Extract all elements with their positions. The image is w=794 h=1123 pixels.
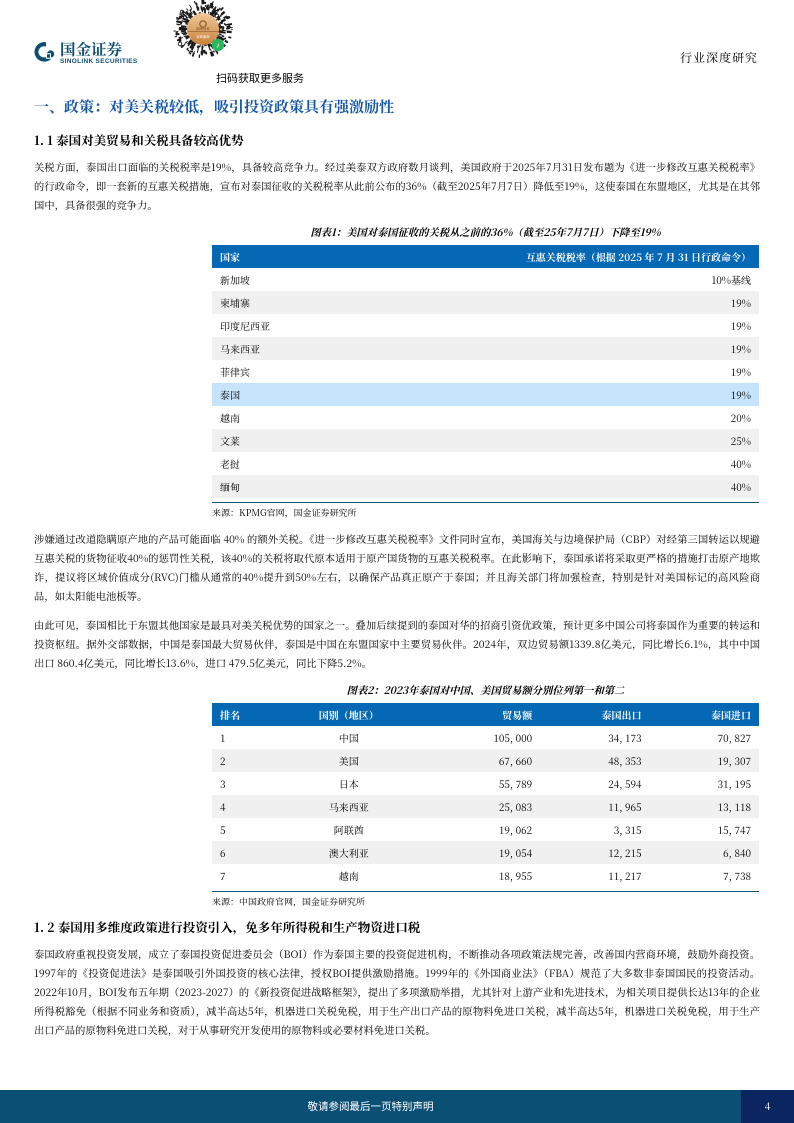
svg-text:国金证券: 国金证券 — [196, 26, 210, 31]
svg-text:SINOLINK SECURITIES: SINOLINK SECURITIES — [60, 58, 138, 64]
svg-text:国金证券: 国金证券 — [60, 40, 123, 60]
svg-text:♪: ♪ — [216, 41, 220, 50]
svg-text:证券服务: 证券服务 — [196, 34, 210, 39]
